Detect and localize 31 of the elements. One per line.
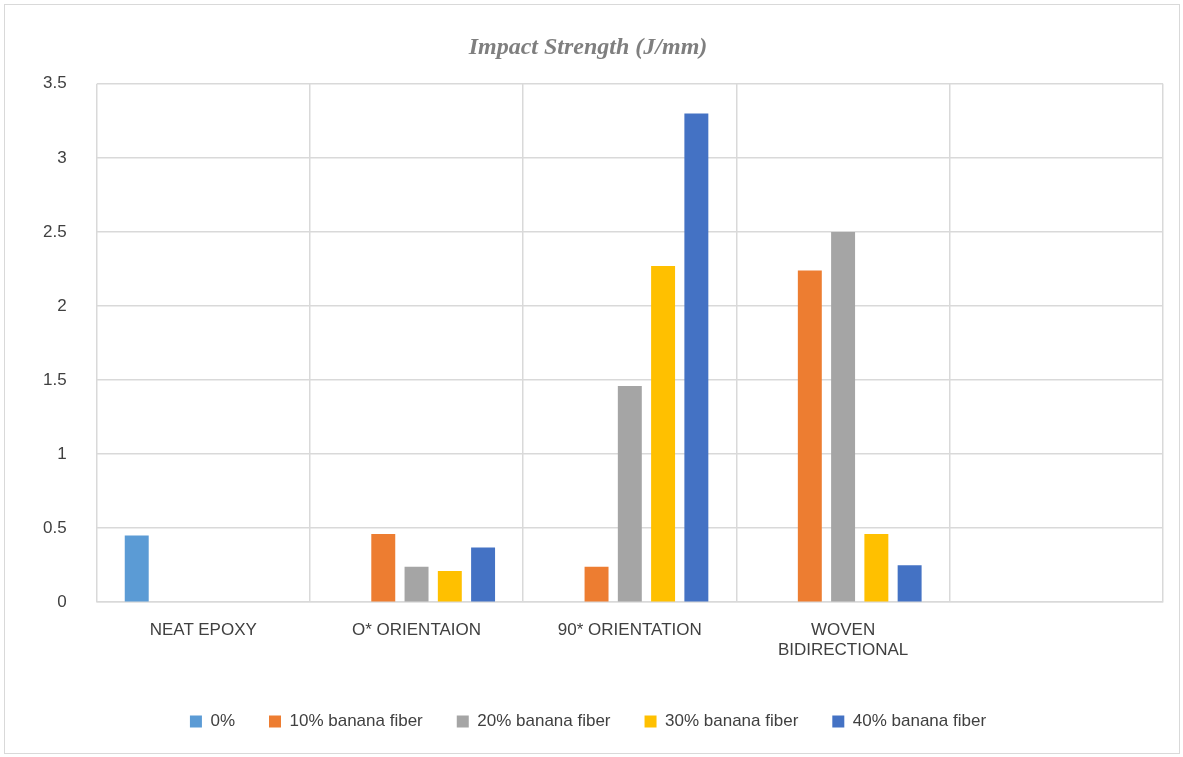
bar (617, 385, 642, 602)
bar (831, 231, 856, 602)
y-tick-label: 3 (57, 147, 67, 167)
bar (864, 534, 889, 602)
y-tick-label: 1 (57, 443, 67, 463)
x-tick-label: WOVEN BIDIRECTIONAL (777, 620, 909, 660)
bar (684, 113, 709, 602)
bar (584, 566, 609, 602)
bar (797, 270, 822, 602)
y-tick-label: 0.5 (42, 517, 67, 537)
legend-label: 30% banana fiber (665, 711, 799, 731)
y-tick-label: 0 (57, 591, 67, 611)
bar (371, 534, 396, 602)
bar (437, 571, 462, 602)
bar (404, 566, 429, 602)
legend-label: 40% banana fiber (852, 711, 987, 731)
chart-title: Impact Strength (J/mm) (467, 32, 708, 59)
x-tick-label: O* ORIENTAION (352, 620, 482, 640)
y-tick-label: 2 (57, 295, 67, 315)
bar (471, 547, 496, 602)
legend-label: 20% banana fiber (477, 711, 611, 731)
legend-label: 0% (210, 711, 235, 731)
bar (651, 265, 676, 602)
y-tick-label: 3.5 (42, 73, 67, 93)
x-tick-label: NEAT EPOXY (149, 620, 257, 640)
y-tick-label: 1.5 (42, 369, 67, 389)
x-tick-label: 90* ORIENTATION (557, 620, 702, 640)
legend-label: 10% banana fiber (289, 711, 424, 731)
y-tick-label: 2.5 (42, 221, 67, 241)
bar (124, 535, 149, 602)
bar (897, 565, 922, 602)
